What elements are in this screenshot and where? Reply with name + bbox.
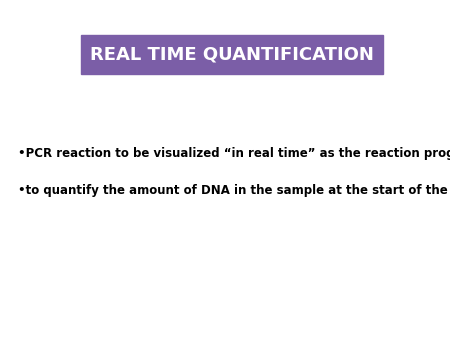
FancyBboxPatch shape [81, 35, 382, 74]
Text: •PCR reaction to be visualized “in real time” as the reaction progresses: •PCR reaction to be visualized “in real … [18, 147, 450, 160]
Text: REAL TIME QUANTIFICATION: REAL TIME QUANTIFICATION [90, 46, 373, 64]
Text: •to quantify the amount of DNA in the sample at the start of the reaction: •to quantify the amount of DNA in the sa… [18, 185, 450, 197]
